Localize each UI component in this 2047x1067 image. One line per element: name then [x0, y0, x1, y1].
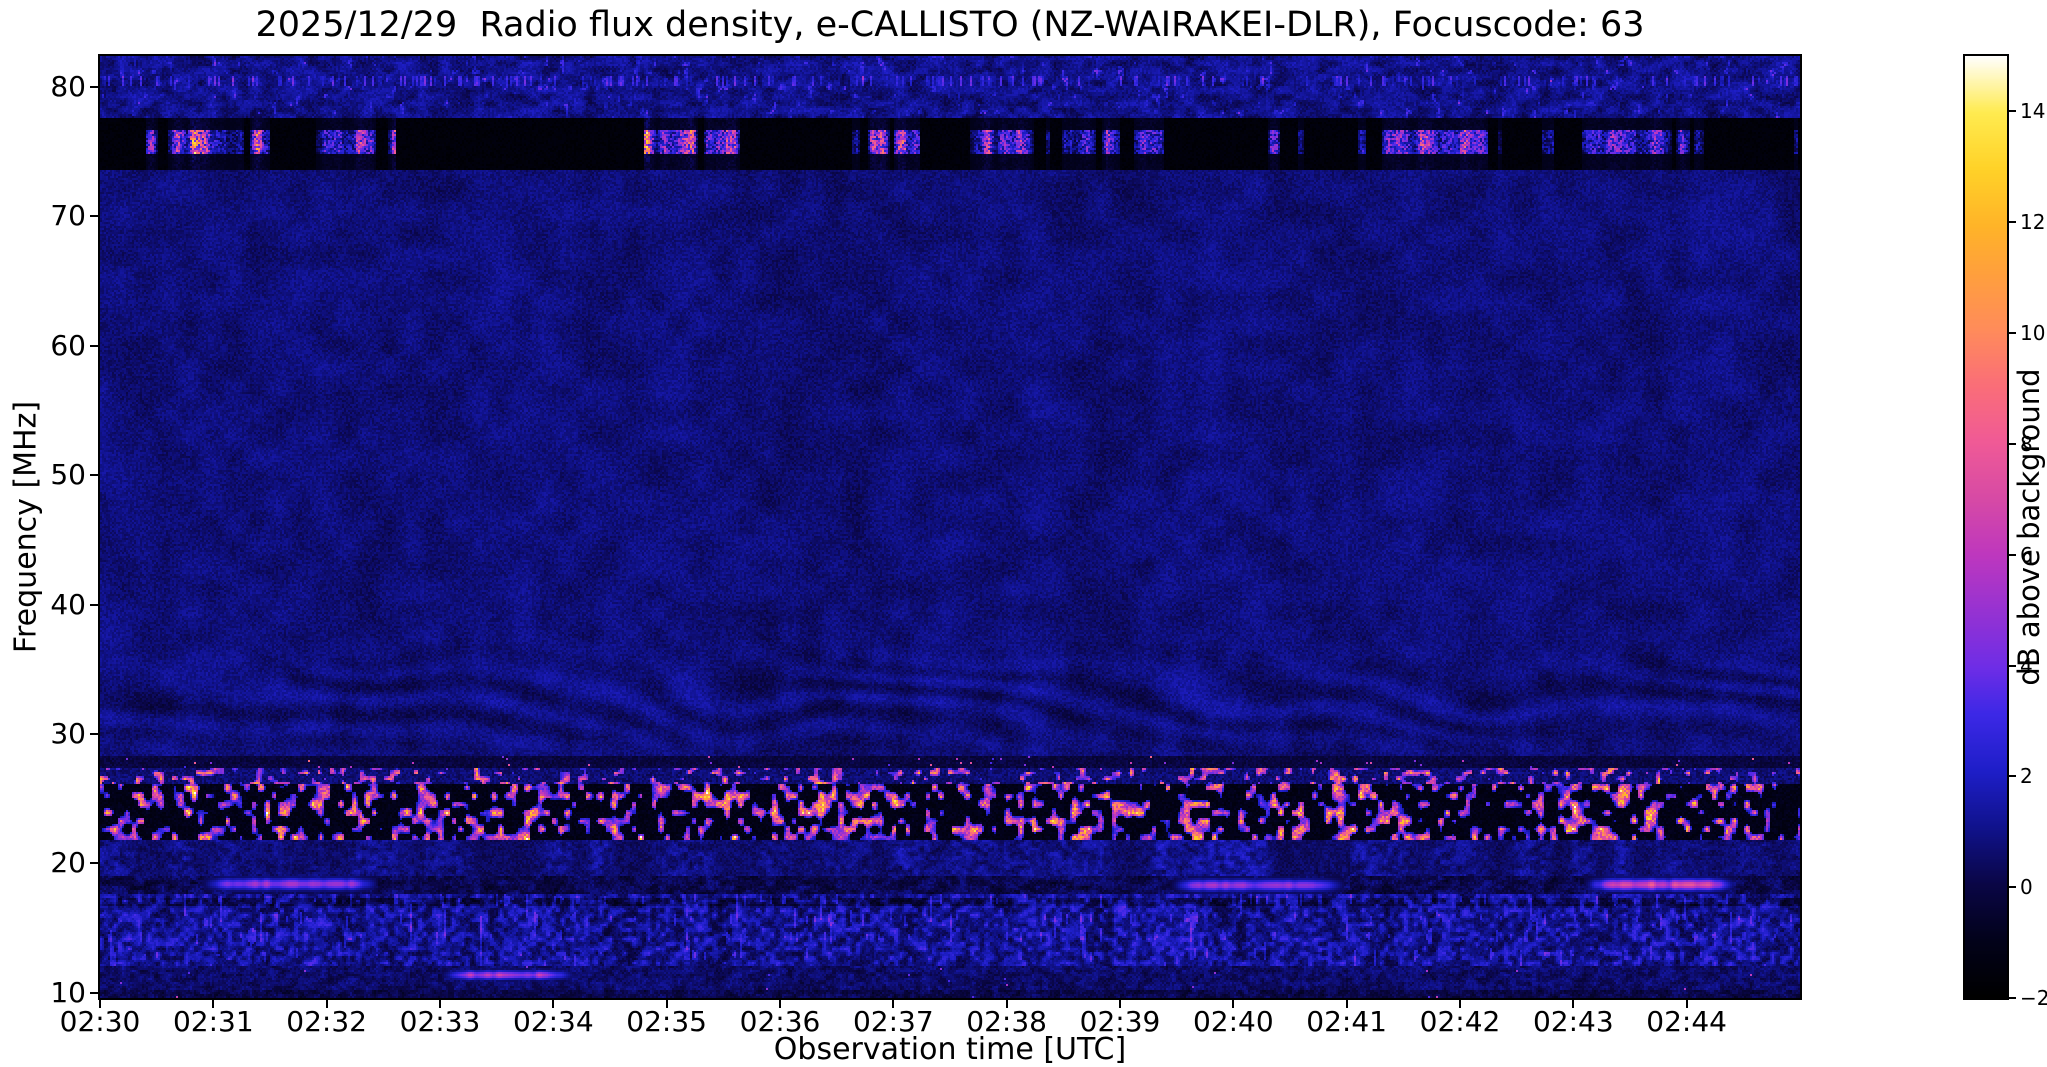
x-tick-label: 02:35	[626, 1005, 707, 1038]
x-axis-label: Observation time [UTC]	[773, 1032, 1127, 1067]
x-tick-label: 02:30	[59, 1005, 141, 1038]
colorbar-tick-label: 4	[2020, 653, 2033, 678]
x-tick-mark	[665, 1000, 668, 1008]
y-tick-label: 40	[50, 587, 86, 621]
y-tick-mark	[90, 474, 98, 477]
colorbar-tick-label: 14	[2020, 99, 2046, 124]
x-tick-label: 02:34	[512, 1005, 594, 1038]
colorbar-tick-label: 2	[2020, 764, 2033, 789]
y-tick-mark	[90, 862, 98, 865]
x-tick-label: 02:32	[286, 1005, 367, 1038]
x-tick-mark	[1345, 1000, 1348, 1008]
colorbar-tick-label: 8	[2020, 431, 2033, 456]
x-tick-label: 02:33	[399, 1005, 481, 1038]
x-tick-label: 02:43	[1532, 1005, 1614, 1038]
x-tick-label: 02:44	[1646, 1005, 1727, 1038]
colorbar-tick-label: 10	[2020, 321, 2046, 346]
colorbar-tick-mark	[2009, 886, 2016, 889]
x-tick-mark	[1232, 1000, 1235, 1008]
x-tick-label: 02:38	[966, 1005, 1047, 1038]
colorbar-tick-mark	[2009, 442, 2016, 445]
y-tick-label: 80	[50, 70, 86, 104]
y-tick-mark	[90, 215, 98, 218]
y-tick-label: 20	[50, 846, 86, 880]
y-tick-mark	[90, 991, 98, 994]
y-tick-label: 30	[50, 717, 86, 751]
y-tick-label: 50	[50, 458, 86, 492]
x-tick-mark	[1685, 1000, 1688, 1008]
x-tick-mark	[325, 1000, 328, 1008]
colorbar-tick-mark	[2009, 775, 2016, 778]
x-tick-label: 02:37	[852, 1005, 934, 1038]
y-tick-mark	[90, 86, 98, 89]
x-tick-mark	[212, 1000, 215, 1008]
colorbar-tick-label: 0	[2020, 875, 2033, 900]
spectrogram-canvas	[100, 56, 1800, 998]
y-axis-label: Frequency [MHz]	[8, 400, 44, 654]
y-tick-label: 10	[50, 975, 86, 1009]
colorbar-tick-label: 12	[2020, 210, 2046, 235]
colorbar-gradient	[1965, 56, 2007, 998]
y-tick-label: 70	[50, 199, 86, 233]
y-tick-label: 60	[50, 328, 86, 362]
colorbar-tick-label: 6	[2020, 542, 2033, 567]
y-tick-mark	[90, 733, 98, 736]
x-tick-mark	[552, 1000, 555, 1008]
colorbar-tick-label: −2	[2020, 986, 2047, 1010]
colorbar-tick-mark	[2009, 332, 2016, 335]
colorbar-label: dB above background	[2012, 368, 2046, 686]
x-tick-mark	[779, 1000, 781, 1008]
colorbar-tick-mark	[2009, 553, 2016, 556]
x-tick-label: 02:31	[172, 1005, 254, 1038]
x-tick-label: 02:36	[739, 1005, 821, 1038]
colorbar-tick-mark	[2009, 664, 2016, 667]
x-tick-mark	[1005, 1000, 1008, 1008]
chart-title: 2025/12/29 Radio flux density, e-CALLIST…	[255, 5, 1645, 45]
x-tick-label: 02:40	[1192, 1005, 1274, 1038]
x-tick-label: 02:39	[1079, 1005, 1161, 1038]
y-tick-mark	[90, 603, 98, 606]
colorbar-tick-mark	[2009, 221, 2016, 224]
x-tick-mark	[892, 1000, 895, 1008]
colorbar-tick-mark	[2009, 110, 2016, 113]
colorbar-tick-mark	[2009, 997, 2016, 999]
x-tick-label: 02:41	[1306, 1005, 1387, 1038]
x-tick-mark	[1459, 1000, 1461, 1008]
x-tick-mark	[99, 1000, 101, 1008]
y-tick-mark	[90, 344, 98, 347]
x-tick-mark	[1119, 1000, 1121, 1008]
x-tick-label: 02:42	[1419, 1005, 1501, 1038]
x-tick-mark	[439, 1000, 441, 1008]
x-tick-mark	[1572, 1000, 1575, 1008]
